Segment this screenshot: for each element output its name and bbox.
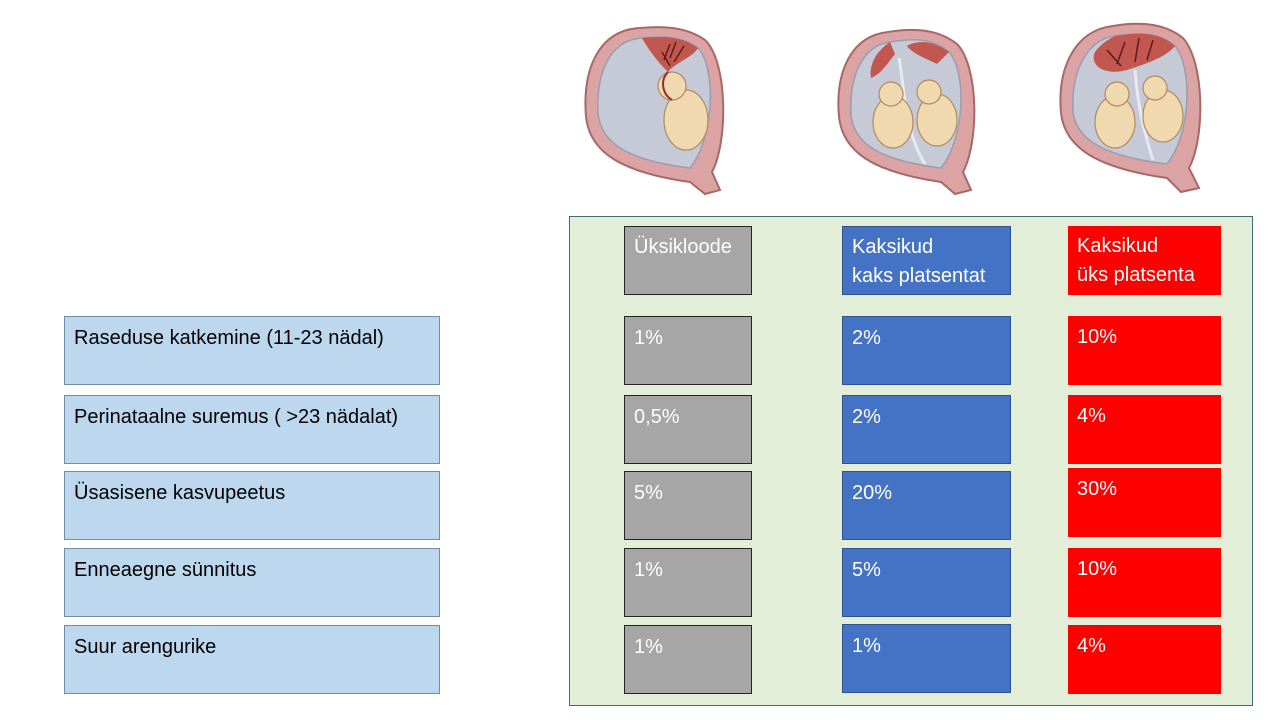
header-singleton-line1: Üksikloode <box>634 236 732 258</box>
cell-singleton-perinatal-mortality: 0,5% <box>624 395 752 464</box>
header-twins-two-line1: Kaksikud <box>852 236 934 258</box>
singleton-uterus-illustration <box>584 26 725 196</box>
cell-singleton-major-anomaly: 1% <box>624 625 752 694</box>
cell-twins-one-miscarriage: 10% <box>1068 316 1221 385</box>
twins-one-placenta-illustration <box>1059 22 1202 194</box>
row-label-preterm-birth: Enneaegne sünnitus <box>64 548 440 617</box>
header-twins-one-line1: Kaksikud <box>1077 235 1159 257</box>
cell-singleton-miscarriage: 1% <box>624 316 752 385</box>
cell-twins-one-perinatal-mortality: 4% <box>1068 395 1221 464</box>
header-twins-two-placentas: Kaksikud kaks platsentat <box>842 226 1011 295</box>
cell-twins-one-preterm-birth: 10% <box>1068 548 1221 617</box>
row-label-perinatal-mortality: Perinataalne suremus ( >23 nädalat) <box>64 395 440 464</box>
twins-two-placentas-illustration <box>837 28 976 196</box>
cell-twins-two-perinatal-mortality: 2% <box>842 395 1011 464</box>
cell-twins-two-major-anomaly: 1% <box>842 624 1011 693</box>
cell-singleton-preterm-birth: 1% <box>624 548 752 617</box>
cell-twins-one-major-anomaly: 4% <box>1068 625 1221 694</box>
header-twins-one-line2: üks platsenta <box>1077 264 1195 286</box>
cell-singleton-growth-restriction: 5% <box>624 471 752 540</box>
header-twins-one-placenta: Kaksikud üks platsenta <box>1068 226 1221 295</box>
row-label-major-anomaly: Suur arengurike <box>64 625 440 694</box>
cell-twins-two-miscarriage: 2% <box>842 316 1011 385</box>
header-twins-two-line2: kaks platsentat <box>852 265 986 287</box>
cell-twins-two-preterm-birth: 5% <box>842 548 1011 617</box>
cell-twins-one-growth-restriction: 30% <box>1068 468 1221 537</box>
cell-twins-two-growth-restriction: 20% <box>842 471 1011 540</box>
row-label-miscarriage: Raseduse katkemine (11-23 nädal) <box>64 316 440 385</box>
row-label-growth-restriction: Üsasisene kasvupeetus <box>64 471 440 540</box>
header-singleton: Üksikloode <box>624 226 752 295</box>
